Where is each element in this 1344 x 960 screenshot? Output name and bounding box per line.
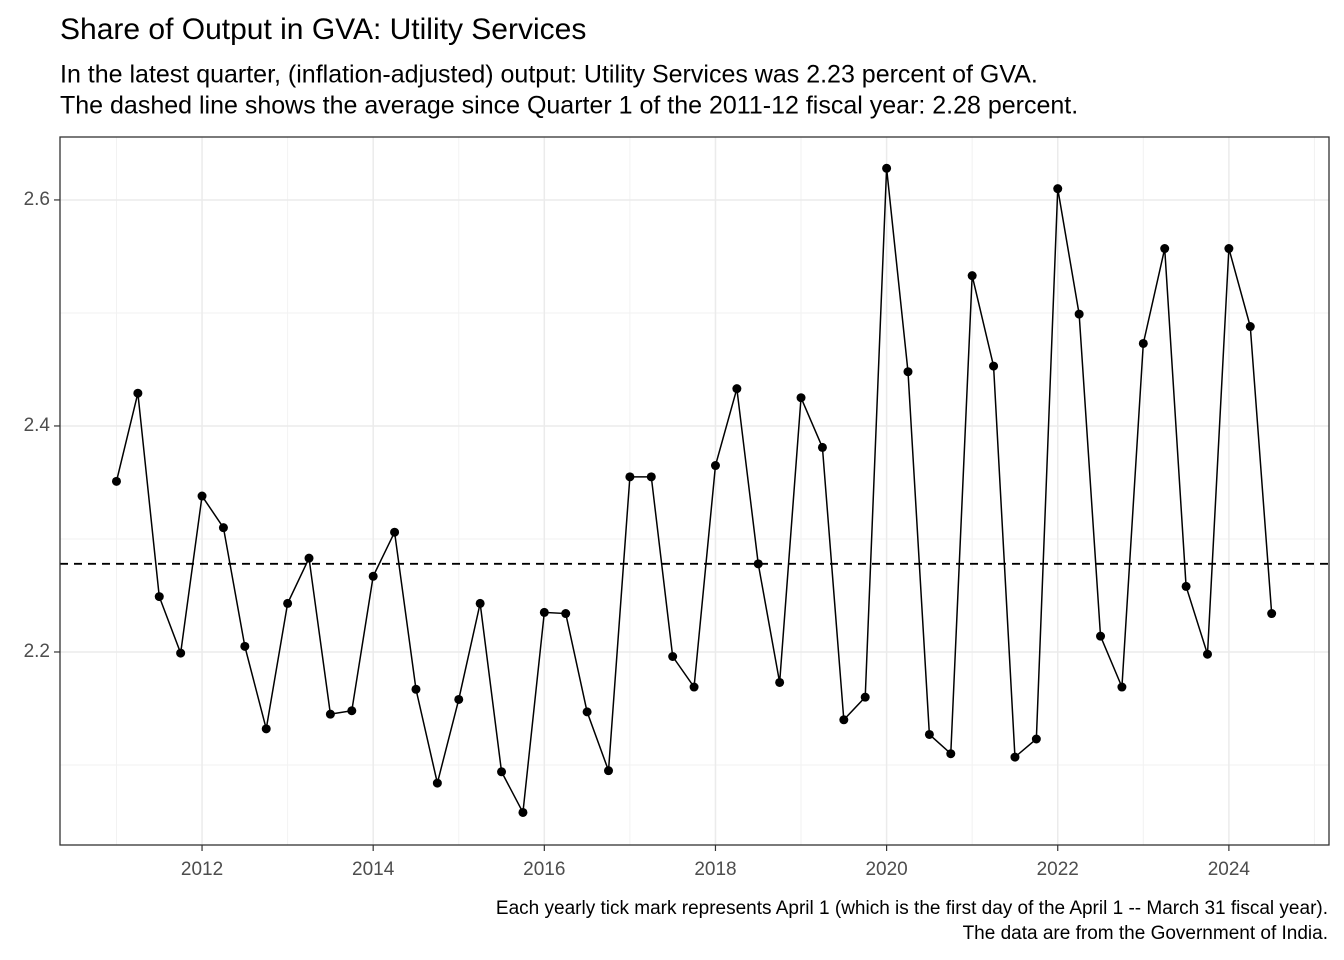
- point: [753, 559, 763, 569]
- chart-title: Share of Output in GVA: Utility Services: [60, 13, 586, 46]
- x-tick-label: 2016: [523, 859, 565, 880]
- point: [432, 778, 442, 788]
- point: [218, 523, 228, 533]
- point: [176, 648, 186, 658]
- point: [839, 715, 849, 725]
- point: [604, 766, 614, 776]
- point: [304, 553, 314, 563]
- point: [283, 598, 293, 608]
- y-tick-label: 2.2: [24, 641, 50, 662]
- subtitle: In the latest quarter, (inflation-adjust…: [60, 61, 1038, 89]
- point: [646, 472, 656, 482]
- point: [1267, 609, 1277, 619]
- subtitle: The dashed line shows the average since …: [60, 92, 1078, 120]
- x-tick-label: 2018: [694, 859, 736, 880]
- point: [475, 598, 485, 608]
- point: [582, 707, 592, 717]
- point: [1031, 734, 1041, 744]
- x-tick-label: 2024: [1208, 859, 1251, 880]
- point: [1096, 631, 1106, 641]
- point: [710, 461, 720, 471]
- point: [390, 527, 400, 537]
- point: [668, 652, 678, 662]
- point: [1181, 581, 1191, 591]
- point: [1160, 244, 1170, 254]
- x-tick-label: 2022: [1037, 859, 1079, 880]
- point: [411, 684, 421, 694]
- point: [924, 729, 934, 739]
- point: [454, 694, 464, 704]
- point: [817, 442, 827, 452]
- point: [882, 163, 892, 173]
- point: [197, 491, 207, 501]
- point: [967, 271, 977, 281]
- point: [133, 388, 143, 398]
- point: [154, 592, 164, 602]
- point: [497, 767, 507, 777]
- point: [1138, 338, 1148, 348]
- caption: The data are from the Government of Indi…: [963, 923, 1328, 944]
- point: [368, 571, 378, 581]
- point: [325, 709, 335, 719]
- point: [689, 682, 699, 692]
- point: [261, 724, 271, 734]
- point: [1074, 309, 1084, 319]
- point: [347, 706, 357, 716]
- y-tick-label: 2.6: [24, 189, 50, 210]
- x-tick-label: 2014: [352, 859, 395, 880]
- point: [240, 641, 250, 651]
- point: [775, 677, 785, 687]
- point: [946, 749, 956, 759]
- x-tick-label: 2012: [181, 859, 223, 880]
- point: [989, 361, 999, 371]
- point: [903, 367, 913, 377]
- point: [860, 692, 870, 702]
- y-tick-label: 2.4: [24, 415, 51, 436]
- point: [561, 609, 571, 619]
- point: [111, 476, 121, 486]
- point: [1010, 752, 1020, 762]
- x-tick-label: 2020: [865, 859, 907, 880]
- point: [796, 393, 806, 403]
- point: [1202, 649, 1212, 659]
- point: [1245, 322, 1255, 332]
- point: [1117, 682, 1127, 692]
- point: [518, 807, 528, 817]
- point: [732, 384, 742, 394]
- point: [539, 607, 549, 617]
- caption: Each yearly tick mark represents April 1…: [496, 898, 1328, 919]
- panel-border: [59, 136, 1330, 846]
- point: [625, 472, 635, 482]
- point: [1224, 244, 1234, 254]
- panel: [60, 137, 1329, 845]
- point: [1053, 184, 1063, 194]
